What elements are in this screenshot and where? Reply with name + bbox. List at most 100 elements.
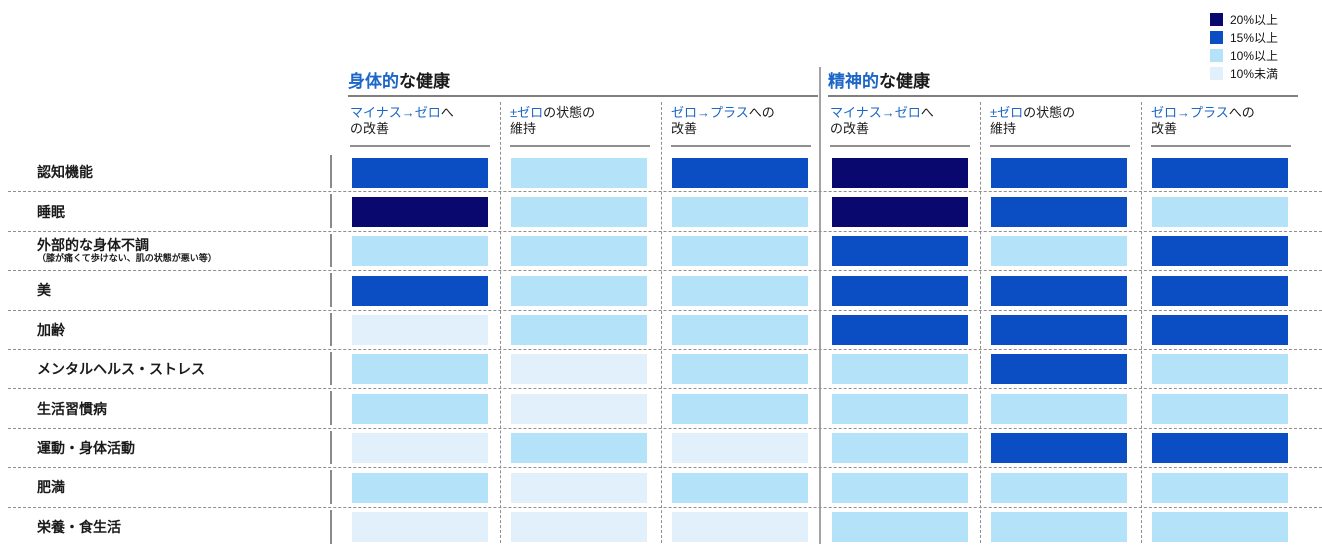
- heatmap-cell: [1152, 275, 1288, 306]
- row-label-wrap: メンタルヘルス・ストレス: [37, 350, 322, 388]
- table-row: 加齢: [8, 311, 1322, 350]
- column-header-line2: 維持: [510, 121, 537, 136]
- legend-item: 15%以上: [1210, 28, 1278, 46]
- column-header: マイナス→ゼロへ の改善: [350, 103, 490, 147]
- row-label: 加齢: [37, 321, 65, 338]
- heatmap-cell: [832, 512, 968, 543]
- heatmap-cell: [991, 393, 1127, 424]
- column-header: ±ゼロの状態の 維持: [510, 103, 650, 147]
- row-tick-bar: [330, 233, 332, 268]
- group-title-highlight: 身体的: [348, 72, 399, 91]
- row-label: 運動・身体活動: [37, 439, 135, 456]
- heatmap-cell: [1152, 157, 1288, 188]
- row-tick-bar: [330, 509, 332, 544]
- column-header-highlight: ±ゼロ: [990, 105, 1024, 120]
- legend-label: 10%以上: [1230, 48, 1279, 63]
- legend-swatch-icon: [1210, 48, 1223, 62]
- legend: 20%以上 15%以上 10%以上 10%未満: [1210, 10, 1278, 82]
- legend-swatch-icon: [1210, 12, 1223, 26]
- heatmap-cell: [991, 236, 1127, 267]
- column-header-line2: の改善: [350, 121, 390, 136]
- row-label: 生活習慣病: [37, 400, 107, 417]
- heatmap-cell: [1152, 393, 1288, 424]
- column-header-rest: の状態の: [543, 105, 596, 120]
- heatmap-cell: [991, 196, 1127, 227]
- row-tick-bar: [330, 351, 332, 386]
- column-header-highlight: ゼロ→プラス: [671, 105, 749, 120]
- row-label-wrap: 栄養・食生活: [37, 508, 322, 547]
- row-tick-bar: [330, 194, 332, 228]
- row-label: メンタルヘルス・ストレス: [37, 361, 205, 378]
- heatmap-cell: [672, 354, 808, 385]
- legend-label: 15%以上: [1230, 30, 1279, 45]
- heatmap-cell: [511, 393, 647, 424]
- row-label-wrap: 睡眠: [37, 192, 322, 230]
- row-tick-bar: [330, 312, 332, 346]
- group-title-rest: な健康: [399, 72, 450, 91]
- heatmap-cell: [991, 157, 1127, 188]
- group-title-rest: な健康: [879, 72, 930, 91]
- row-label-wrap: 外部的な身体不調 （膝が痛くて歩けない、肌の状態が悪い等）: [37, 232, 322, 270]
- row-label: 外部的な身体不調: [37, 237, 149, 254]
- heatmap-cell: [352, 472, 488, 503]
- heatmap-cell: [352, 315, 488, 346]
- row-label-wrap: 美: [37, 271, 322, 309]
- heatmap-cell: [352, 512, 488, 543]
- table-row: 美: [8, 271, 1322, 311]
- row-label: 睡眠: [37, 203, 65, 220]
- column-header-highlight: ±ゼロ: [510, 105, 544, 120]
- legend-swatch-icon: [1210, 66, 1223, 80]
- heatmap-cell: [511, 157, 647, 188]
- table-row: 肥満: [8, 468, 1322, 508]
- heatmap-cell: [352, 157, 488, 188]
- heatmap-cell: [832, 433, 968, 464]
- row-tick-bar: [330, 391, 332, 425]
- heatmap-cell: [511, 433, 647, 464]
- legend-label: 10%未満: [1230, 66, 1279, 81]
- row-tick-bar: [330, 273, 332, 307]
- heatmap-cell: [832, 236, 968, 267]
- heatmap-cell: [352, 433, 488, 464]
- table-row: 睡眠: [8, 192, 1322, 232]
- legend-swatch-icon: [1210, 30, 1223, 44]
- heatmap-cell: [511, 275, 647, 306]
- column-header-rest: への: [748, 105, 775, 120]
- row-label-wrap: 運動・身体活動: [37, 429, 322, 467]
- legend-label: 20%以上: [1230, 12, 1279, 27]
- legend-item: 10%未満: [1210, 64, 1278, 82]
- heatmap-cell: [672, 196, 808, 227]
- heatmap-cell: [352, 196, 488, 227]
- column-header-highlight: マイナス→ゼロ: [350, 105, 441, 120]
- row-label-wrap: 認知機能: [37, 153, 322, 191]
- column-header-rest: へ: [920, 105, 934, 120]
- column-header-highlight: マイナス→ゼロ: [830, 105, 921, 120]
- table-row: 生活習慣病: [8, 389, 1322, 429]
- heatmap-cell: [672, 512, 808, 543]
- heatmap-cell: [352, 393, 488, 424]
- heatmap-cell: [832, 196, 968, 227]
- row-label-wrap: 加齢: [37, 311, 322, 349]
- heatmap-cell: [832, 354, 968, 385]
- heatmap-cell: [1152, 236, 1288, 267]
- row-label: 肥満: [37, 479, 65, 496]
- column-separator: [980, 102, 981, 543]
- heatmap-cell: [991, 354, 1127, 385]
- row-tick-bar: [330, 430, 332, 465]
- legend-item: 20%以上: [1210, 10, 1278, 28]
- row-label: 認知機能: [37, 164, 93, 181]
- heatmap-cell: [352, 354, 488, 385]
- heatmap-cell: [672, 315, 808, 346]
- heatmap-cell: [352, 275, 488, 306]
- group-header-mental: 精神的な健康 マイナス→ゼロへ の改善 ±ゼロの状態の 維持 ゼロ→プラスへの …: [828, 68, 1298, 147]
- group-header-physical: 身体的な健康 マイナス→ゼロへ の改善 ±ゼロの状態の 維持 ゼロ→プラスへの …: [348, 68, 818, 147]
- column-header-line2: 改善: [1151, 121, 1178, 136]
- heatmap-cell: [991, 472, 1127, 503]
- column-header-highlight: ゼロ→プラス: [1151, 105, 1229, 120]
- heatmap-cell: [1152, 472, 1288, 503]
- row-label-wrap: 生活習慣病: [37, 389, 322, 427]
- table-row: 外部的な身体不調 （膝が痛くて歩けない、肌の状態が悪い等）: [8, 232, 1322, 272]
- heatmap-cell: [672, 393, 808, 424]
- heatmap-cell: [511, 196, 647, 227]
- column-header-line2: の改善: [830, 121, 870, 136]
